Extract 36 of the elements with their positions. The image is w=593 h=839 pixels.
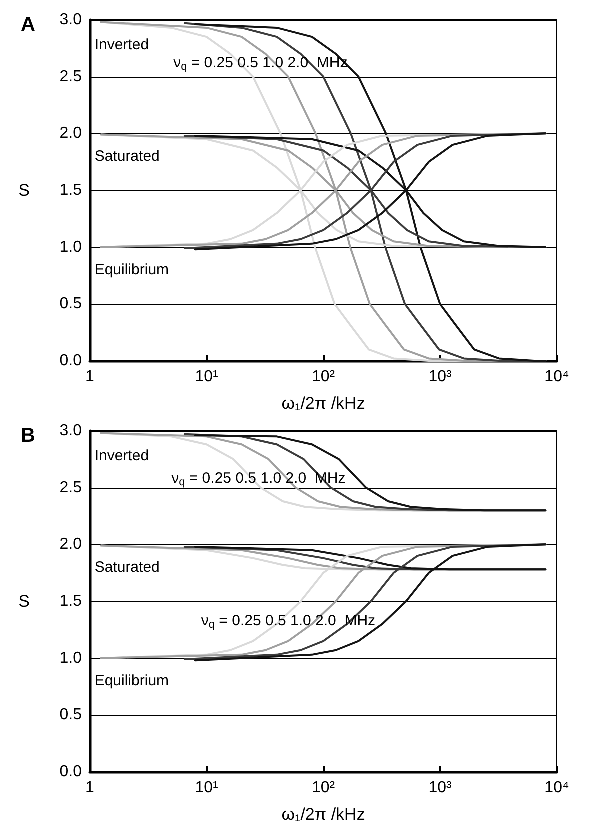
- y-tick-label: 1.5: [60, 593, 82, 610]
- annotation: Equilibrium: [94, 672, 170, 690]
- x-tick-label: 10³: [428, 368, 452, 386]
- x-tick-label: 10²: [312, 780, 336, 796]
- y-tick-label: 2.5: [60, 68, 82, 86]
- x-tick-label: 10¹: [195, 368, 218, 386]
- y-tick-label: 1.0: [60, 238, 82, 256]
- y-tick-label: 1.5: [60, 182, 82, 199]
- annotation: Equilibrium: [94, 262, 170, 279]
- x-tick-label: 1: [86, 368, 95, 386]
- x-axis-title: ω₁/2π /kHz: [282, 394, 366, 413]
- annotation: Saturated: [94, 558, 160, 576]
- y-tick-label: 2.5: [60, 479, 82, 496]
- y-axis-title: S: [18, 592, 30, 611]
- x-axis-title: ω₁/2π /kHz: [282, 805, 366, 824]
- y-tick-label: 0.5: [60, 706, 82, 724]
- x-tick-label: 10¹: [195, 780, 218, 796]
- annotation: Inverted: [94, 448, 150, 465]
- y-tick-label: 1.0: [60, 650, 82, 667]
- annotation: Saturated: [94, 148, 160, 165]
- y-tick-label: 0.0: [60, 352, 82, 370]
- chart-title: B: [21, 425, 36, 447]
- y-tick-label: 2.0: [60, 125, 82, 142]
- x-tick-label: 10⁴: [544, 780, 570, 796]
- y-tick-label: 3.0: [60, 422, 82, 440]
- x-tick-label: 10⁴: [544, 368, 570, 386]
- x-tick-label: 10²: [312, 368, 336, 386]
- y-tick-label: 0.5: [60, 296, 82, 313]
- y-tick-label: 2.0: [60, 536, 82, 554]
- x-tick-label: 1: [86, 780, 95, 796]
- x-tick-label: 10³: [428, 780, 452, 796]
- y-tick-label: 0.0: [60, 764, 82, 780]
- y-tick-label: 3.0: [60, 12, 82, 28]
- chart-title: A: [21, 14, 36, 36]
- annotation: Inverted: [94, 36, 150, 54]
- y-axis-title: S: [18, 181, 30, 200]
